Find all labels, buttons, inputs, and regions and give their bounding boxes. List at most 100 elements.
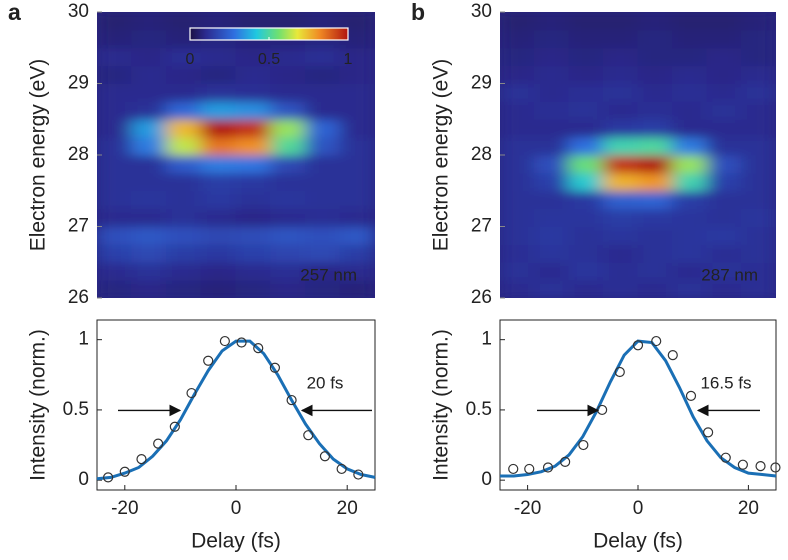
heatmap-cell — [534, 12, 570, 31]
heatmap-cell — [741, 83, 776, 102]
colorbar-tick-label: 0.5 — [258, 51, 280, 68]
heatmap-cell — [131, 279, 167, 298]
heatmap-cell — [672, 47, 708, 67]
y-tick-label: 29 — [68, 73, 89, 94]
heatmap-cell — [235, 208, 272, 227]
data-point — [755, 461, 766, 472]
heatmap-cell — [568, 29, 604, 49]
heatmap-cell — [500, 208, 535, 227]
y-tick-label: 27 — [68, 216, 89, 237]
heatmap-cell — [603, 47, 639, 67]
heatmap-cell — [235, 190, 272, 210]
wavelength-label: 287 nm — [701, 265, 758, 284]
heatmap-cell — [568, 261, 604, 281]
heatmap-cell — [534, 279, 570, 298]
fit-curve — [500, 339, 777, 478]
heatmap-cell — [235, 83, 272, 102]
heatmap-cell — [97, 136, 133, 156]
heatmap-cell — [270, 172, 306, 192]
heatmap-cell — [339, 279, 375, 298]
data-point — [319, 451, 331, 462]
heatmap-cell — [305, 12, 341, 31]
plot-frame — [96, 319, 376, 491]
heatmap-cell — [339, 226, 375, 245]
heatmap-cell — [500, 136, 535, 156]
heatmap-cell — [534, 190, 570, 210]
heatmap-cell — [637, 243, 673, 263]
heatmap-cell — [270, 100, 306, 120]
heatmap-cell — [339, 12, 375, 31]
data-point — [632, 340, 644, 351]
x-tick-label: -20 — [111, 498, 138, 519]
heatmap-cell — [741, 47, 776, 67]
x-tick-label: -20 — [514, 498, 541, 519]
heatmap-cell — [270, 12, 306, 31]
heatmap-cell — [131, 83, 167, 102]
heatmap-cell — [305, 243, 341, 263]
heatmap-cell — [339, 172, 375, 192]
heatmap-cell — [235, 136, 272, 156]
heatmap-cell — [672, 261, 708, 281]
heatmap-cells — [97, 12, 375, 298]
heatmap-cell — [200, 172, 237, 192]
heatmap-cell — [637, 12, 673, 31]
heatmap-cell — [741, 190, 776, 210]
heatmap-cell — [637, 118, 673, 138]
data-point — [770, 462, 781, 473]
data-point — [253, 342, 264, 354]
heatmap-cell — [500, 172, 535, 192]
x-tick-label: 20 — [738, 498, 759, 519]
heatmap-cell — [339, 190, 375, 210]
heatmap-cell — [706, 243, 742, 263]
data-point — [737, 459, 748, 470]
heatmap-cell — [603, 279, 639, 298]
heatmap-cell — [97, 279, 133, 298]
panel-label: b — [411, 0, 425, 25]
x-tick-label: 20 — [337, 498, 358, 519]
heatmap-cell — [534, 136, 570, 156]
fwhm-label: 16.5 fs — [700, 373, 751, 392]
heatmap-cell — [500, 261, 535, 281]
heatmap-cell — [166, 136, 202, 156]
heatmap-cell — [534, 29, 570, 49]
heatmap-cell — [568, 83, 604, 102]
heatmap-cell — [741, 29, 776, 49]
data-point — [353, 469, 364, 480]
heatmap-cell — [200, 279, 237, 298]
heatmap-cell — [339, 47, 375, 67]
y-tick-label: 27 — [471, 216, 492, 237]
heatmap-cell — [637, 83, 673, 102]
heatmap-cell — [200, 190, 237, 210]
heatmap-cell — [235, 243, 272, 263]
heatmap-cell — [706, 100, 742, 120]
data-point — [103, 472, 114, 483]
heatmap-cell — [603, 118, 639, 138]
heatmap-cell — [500, 12, 535, 31]
y-axis-label: Electron energy (eV) — [27, 59, 50, 252]
heatmap-cell — [166, 208, 202, 227]
heatmap-cell — [200, 261, 237, 281]
heatmap-cell — [603, 243, 639, 263]
heatmap-cell — [637, 226, 673, 245]
heatmap-cell — [305, 100, 341, 120]
heatmap-cell — [97, 118, 133, 138]
heatmap-cell — [637, 279, 673, 298]
heatmap-cell — [672, 65, 708, 84]
data-point — [169, 421, 180, 432]
heatmap-cell — [166, 261, 202, 281]
heatmap-cell — [603, 83, 639, 102]
heatmap-cell — [706, 208, 742, 227]
heatmap-cell — [131, 29, 167, 49]
data-point — [560, 456, 571, 468]
x-axis-label: Delay (fs) — [191, 530, 281, 553]
heatmap-cell — [97, 261, 133, 281]
plot-frame — [499, 319, 777, 491]
heatmap-cell — [534, 172, 570, 192]
data-point — [303, 430, 314, 441]
heatmap-cell — [637, 65, 673, 84]
heatmap-cell — [131, 65, 167, 84]
heatmap-cell — [741, 243, 776, 263]
heatmap-cell — [97, 154, 133, 174]
heatmap-cell — [741, 12, 776, 31]
heatmap-cell — [568, 47, 604, 67]
